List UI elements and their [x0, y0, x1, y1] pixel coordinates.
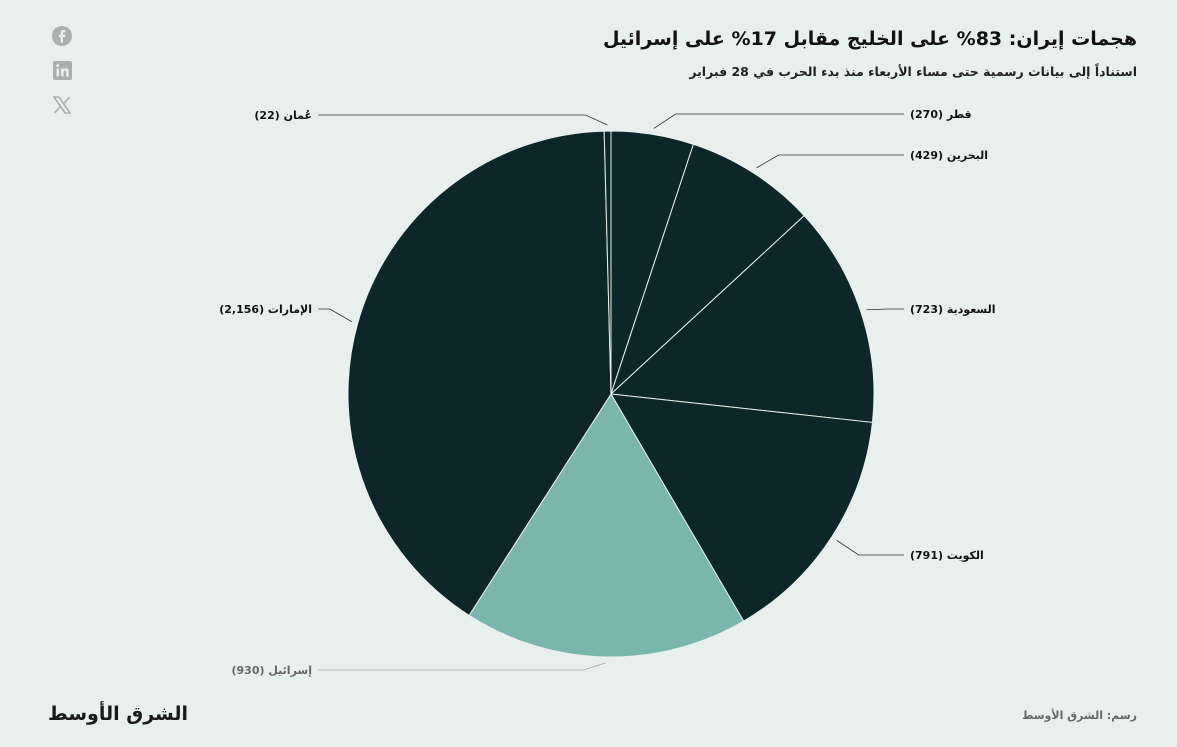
chart-subtitle: استناداً إلى بيانات رسمية حتى مساء الأرب… [689, 64, 1137, 79]
leader-line-kuwait [836, 540, 904, 556]
chart-title: هجمات إيران: 83% على الخليج مقابل 17% عل… [602, 28, 1137, 50]
chart-credit: رسم: الشرق الأوسط [1021, 709, 1137, 722]
data-label-bahrain: البحرين (429) [910, 149, 988, 162]
pie-slice-kuwait [610, 393, 874, 622]
brand-logo: الشرق الأوسط [48, 703, 189, 725]
leader-line-israel [318, 662, 606, 671]
data-label-israel: إسرائيل (930) [232, 664, 313, 677]
data-label-kuwait: الكويت (791) [910, 549, 984, 562]
pie-slice-uae [347, 130, 612, 617]
pie-slice-bahrain [609, 143, 805, 396]
data-label-uae: الإمارات (2,156) [219, 303, 312, 316]
x-icon[interactable] [51, 94, 73, 116]
leader-line-oman [318, 114, 608, 126]
facebook-icon[interactable] [51, 25, 73, 47]
leader-line-qatar [653, 113, 904, 129]
data-label-qatar: قطر (270) [910, 108, 972, 121]
data-label-oman: عُمان (22) [254, 109, 312, 122]
pie-slice-oman [603, 130, 612, 395]
leader-line-bahrain [756, 154, 904, 169]
leader-line-saudi [866, 308, 904, 311]
pie-slice-saudi [609, 214, 875, 423]
pie-slice-israel [468, 393, 745, 658]
linkedin-icon[interactable] [51, 59, 73, 81]
leader-line-uae [318, 308, 353, 323]
data-label-saudi: السعودية (723) [910, 303, 996, 316]
